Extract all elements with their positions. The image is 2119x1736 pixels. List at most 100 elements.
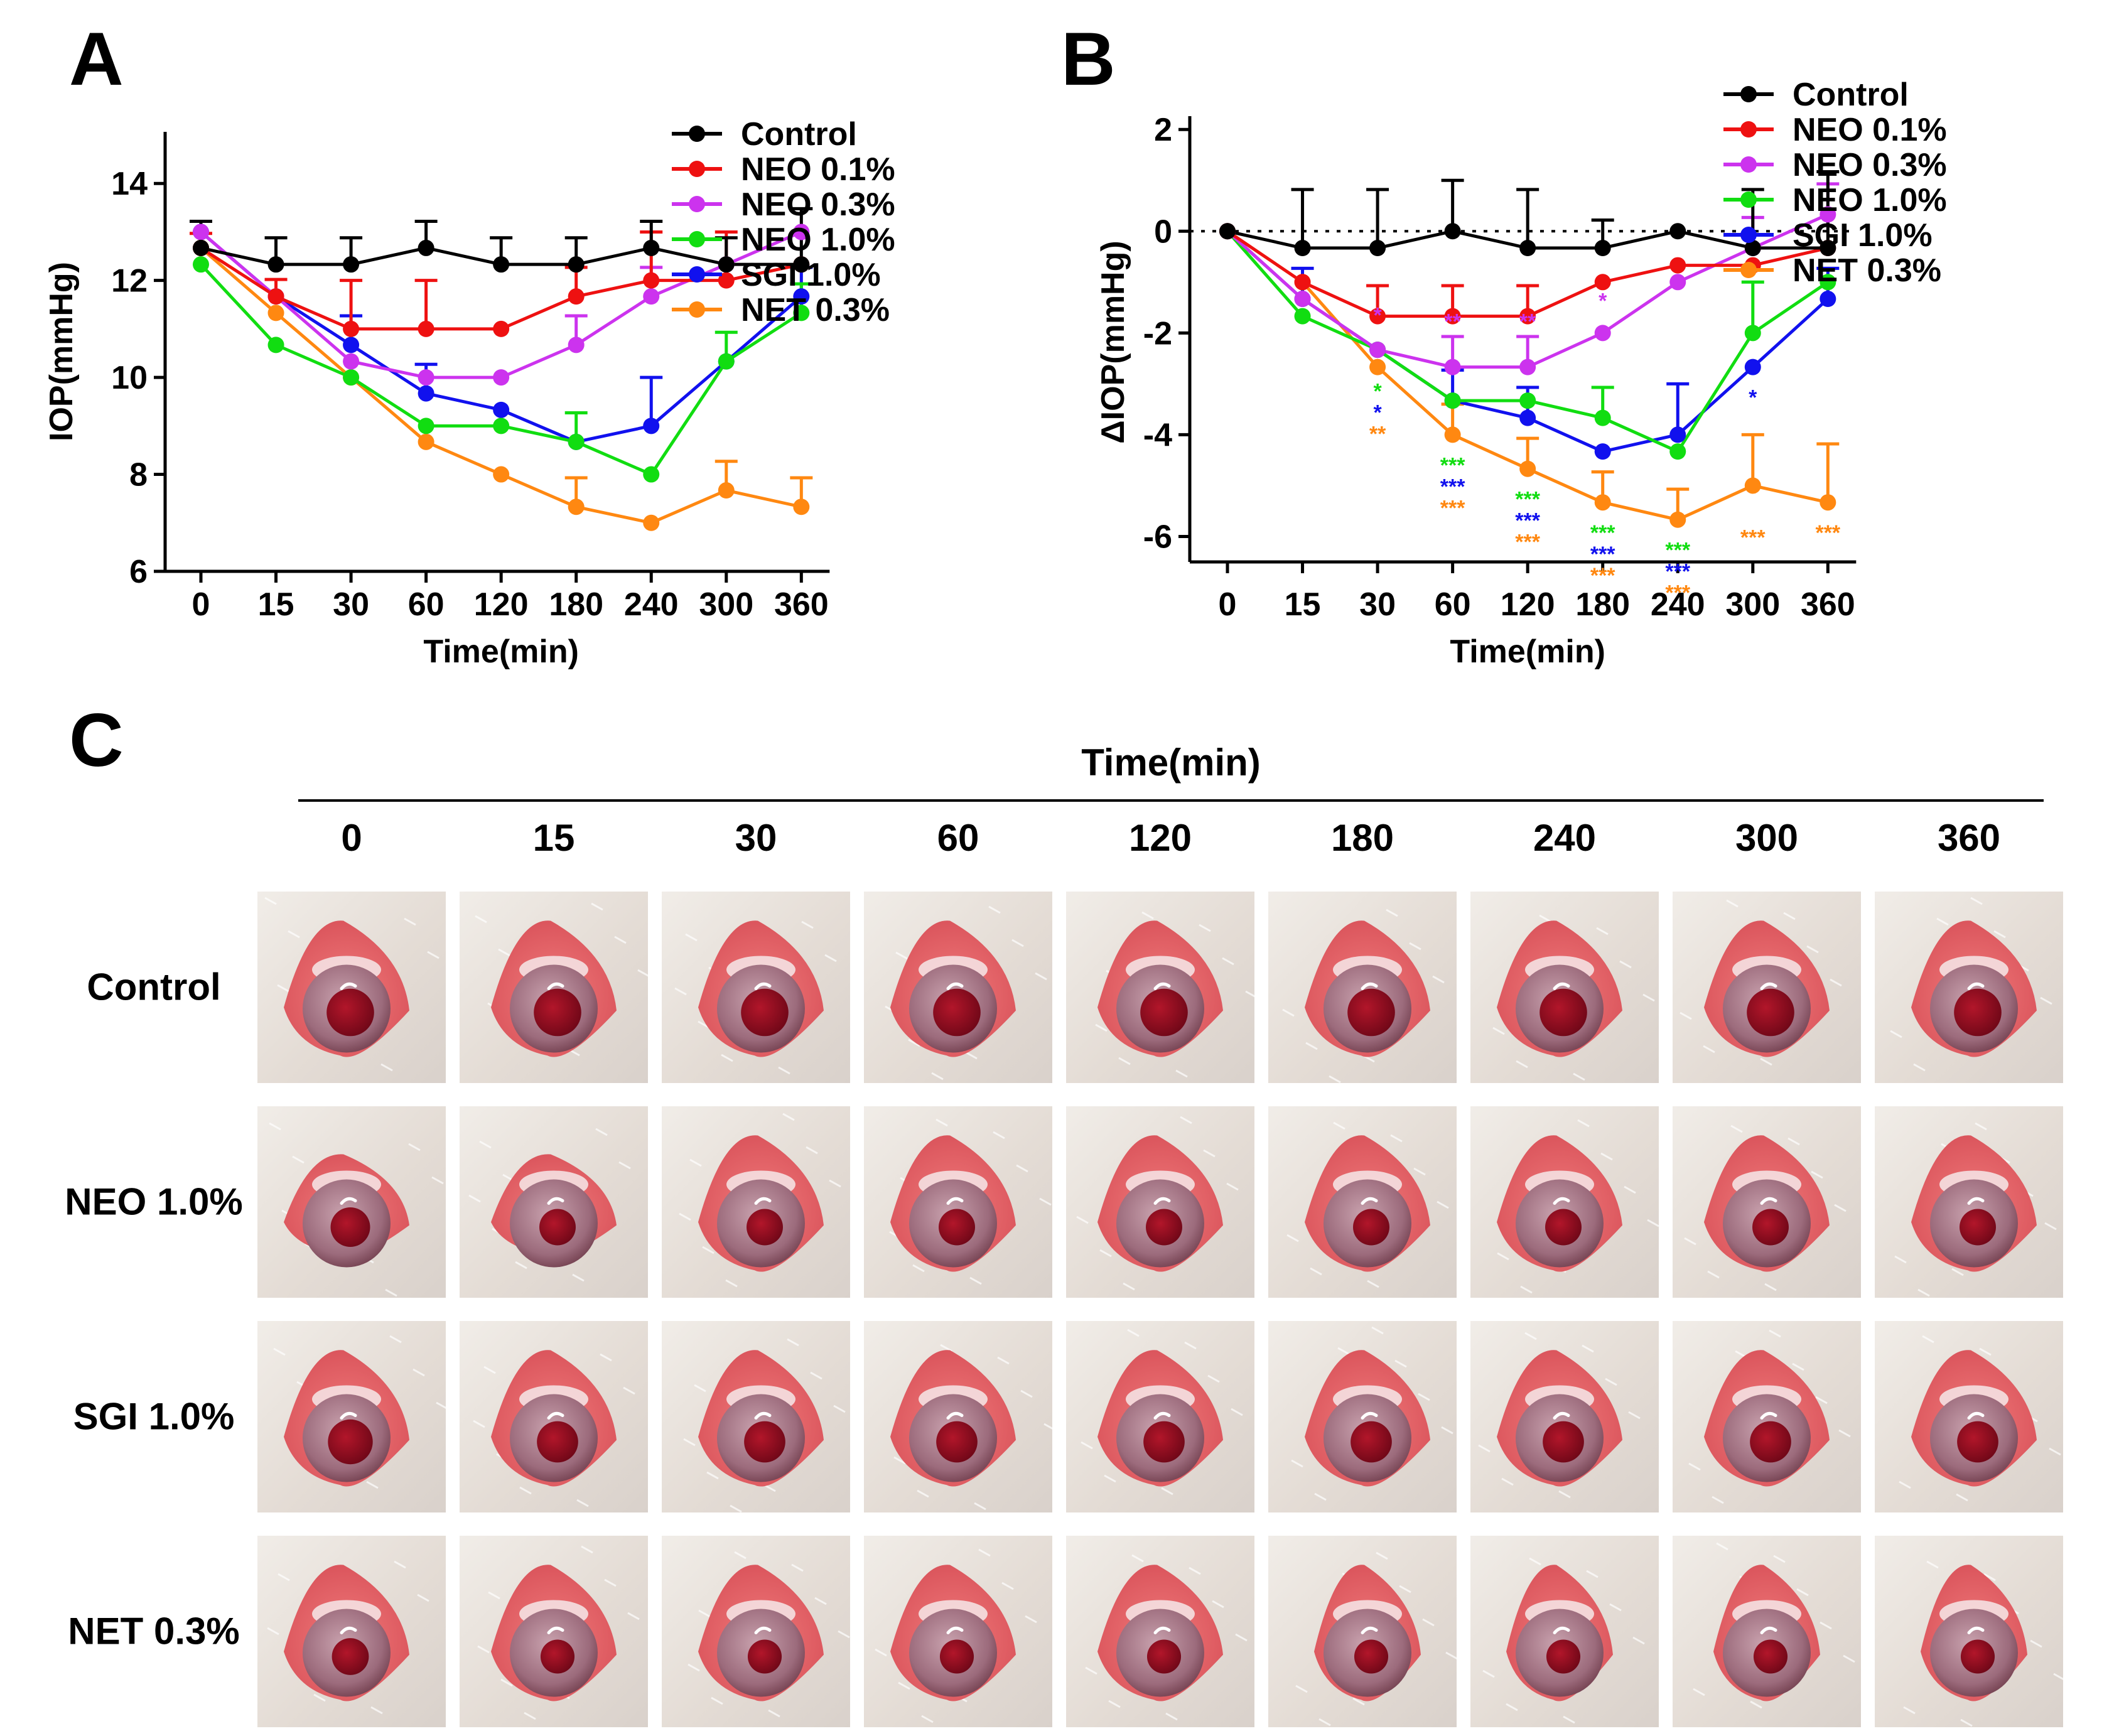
chart-a-x-tick-label: 240 bbox=[624, 586, 679, 623]
chart-b-legend-label: Control bbox=[1793, 77, 1909, 113]
fur-stroke bbox=[1769, 1329, 1781, 1338]
chart-b-legend-marker bbox=[1740, 262, 1757, 278]
chart-a-point-control bbox=[718, 256, 735, 273]
fur-stroke bbox=[604, 1578, 617, 1587]
chart-a-legend-label: NEO 1.0% bbox=[741, 222, 895, 258]
chart-b-significance-mark: *** bbox=[1440, 496, 1465, 520]
eye-photo bbox=[1673, 892, 1861, 1083]
fur-stroke bbox=[1390, 1134, 1403, 1143]
chart-b-significance-mark: * bbox=[1599, 289, 1607, 313]
chart-b-point-neo-0-3 bbox=[1294, 291, 1311, 308]
fur-stroke bbox=[618, 1161, 631, 1170]
fur-stroke bbox=[1245, 990, 1258, 999]
chart-b-point-sgi-1-0 bbox=[1820, 291, 1836, 308]
chart-b-significance-mark: * bbox=[1373, 304, 1382, 328]
fur-stroke bbox=[1291, 1459, 1303, 1468]
corneal-reflection bbox=[1967, 1197, 1985, 1205]
fur-stroke bbox=[1352, 1697, 1365, 1706]
chart-b-point-neo-1-0 bbox=[1294, 308, 1311, 325]
chart-b-point-net-0-3 bbox=[1820, 494, 1836, 511]
chart-a-x-tick-label: 0 bbox=[192, 586, 210, 623]
pupil bbox=[1747, 988, 1794, 1037]
corneal-reflection bbox=[1760, 982, 1777, 990]
fur-stroke bbox=[778, 1066, 790, 1075]
chart-b-point-control bbox=[1669, 223, 1686, 240]
chart-a-x-axis-title: Time(min) bbox=[423, 633, 579, 670]
chart-b-point-control bbox=[1594, 240, 1611, 257]
fur-stroke bbox=[1764, 1283, 1777, 1291]
chart-b-point-neo-1-0 bbox=[1744, 325, 1761, 342]
fur-stroke bbox=[1979, 1347, 1992, 1356]
chart-b-point-neo-0-1 bbox=[1444, 308, 1461, 325]
fur-stroke bbox=[436, 1401, 448, 1410]
fur-stroke bbox=[763, 1484, 776, 1492]
chart-a-point-neo-1-0 bbox=[793, 305, 810, 321]
chart-a-point-neo-1-0 bbox=[267, 337, 284, 353]
fur-stroke bbox=[1399, 1585, 1411, 1593]
chart-a-point-neo-1-0 bbox=[643, 466, 660, 483]
chart-a-y-tick-label: 10 bbox=[111, 360, 148, 396]
fur-stroke bbox=[1329, 1075, 1341, 1084]
fur-stroke bbox=[1203, 1149, 1216, 1158]
fur-stroke bbox=[1596, 927, 1609, 935]
corneal-reflection bbox=[1153, 1197, 1171, 1205]
chart-a-x-tick-label: 15 bbox=[258, 586, 294, 623]
pupil bbox=[747, 1209, 783, 1246]
eye-photo bbox=[662, 1321, 850, 1513]
pupil bbox=[1347, 988, 1395, 1037]
fur-stroke bbox=[1642, 993, 1655, 1002]
fur-stroke bbox=[1922, 1335, 1934, 1344]
chart-a-y-tick-label: 14 bbox=[111, 166, 148, 202]
fur-stroke bbox=[1418, 1393, 1430, 1401]
fur-stroke bbox=[702, 1246, 714, 1254]
photo-grid: Time(min) 0 15 30 60 120 180 240 300 360 Control… bbox=[65, 741, 2066, 1727]
pupil bbox=[537, 1421, 578, 1463]
fur-stroke bbox=[313, 1693, 326, 1702]
chart-b-x-tick-label: 180 bbox=[1575, 586, 1630, 623]
fur-stroke bbox=[965, 1051, 978, 1060]
chart-b-point-sgi-1-0 bbox=[1669, 426, 1686, 443]
fur-stroke bbox=[912, 1264, 925, 1273]
fur-stroke bbox=[572, 1273, 585, 1282]
chart-b-point-neo-0-3 bbox=[1369, 342, 1386, 359]
fur-stroke bbox=[791, 1563, 804, 1572]
photo-grid-photos bbox=[257, 892, 2066, 1727]
chart-a-axes: 6 8 10 12 14 0 15 30 60 120 180 240 300 360 Time(min) I… bbox=[43, 132, 830, 670]
fur-stroke bbox=[404, 917, 416, 926]
fur-stroke bbox=[893, 1456, 906, 1465]
chart-b-significance-mark: *** bbox=[1740, 526, 1766, 549]
pupil bbox=[326, 988, 374, 1037]
corneal-reflection bbox=[946, 1197, 964, 1205]
fur-stroke bbox=[1095, 1023, 1108, 1032]
chart-b-significance-mark: *** bbox=[1665, 539, 1690, 563]
fur-stroke bbox=[1773, 1555, 1786, 1563]
fur-stroke bbox=[725, 1279, 738, 1288]
chart-a-point-neo-1-0 bbox=[493, 418, 510, 434]
fur-stroke bbox=[1039, 1197, 1052, 1206]
fur-stroke bbox=[1085, 1666, 1097, 1675]
chart-b-significance-mark: *** bbox=[1515, 531, 1540, 554]
fur-stroke bbox=[366, 1480, 379, 1489]
pupil bbox=[539, 1209, 576, 1246]
fur-stroke bbox=[1282, 1008, 1295, 1017]
chart-b-x-tick-label: 360 bbox=[1801, 586, 1855, 623]
fur-stroke bbox=[1792, 1362, 1804, 1371]
chart-a-point-neo-0-3 bbox=[568, 337, 585, 353]
fur-stroke bbox=[380, 1063, 393, 1072]
eye-photo bbox=[662, 1106, 850, 1298]
pupil bbox=[1143, 1421, 1185, 1463]
chart-b-significance-mark: *** bbox=[1515, 509, 1540, 533]
fur-stroke bbox=[524, 1712, 536, 1720]
fur-stroke bbox=[627, 1612, 640, 1620]
eye-photo bbox=[864, 1321, 1056, 1512]
photo-grid-columns: 0 15 30 60 120 180 240 300 360 bbox=[341, 817, 2000, 859]
fur-stroke bbox=[273, 1347, 286, 1356]
eye-photo bbox=[864, 1106, 1052, 1298]
chart-b-point-neo-1-0 bbox=[1519, 392, 1536, 409]
chart-a-point-neo-0-3 bbox=[418, 369, 434, 386]
fur-stroke bbox=[1184, 1341, 1197, 1350]
corneal-reflection bbox=[1153, 1411, 1171, 1420]
chart-b-significance-mark: ** bbox=[1369, 423, 1386, 446]
chart-b-point-sgi-1-0 bbox=[1519, 409, 1536, 426]
